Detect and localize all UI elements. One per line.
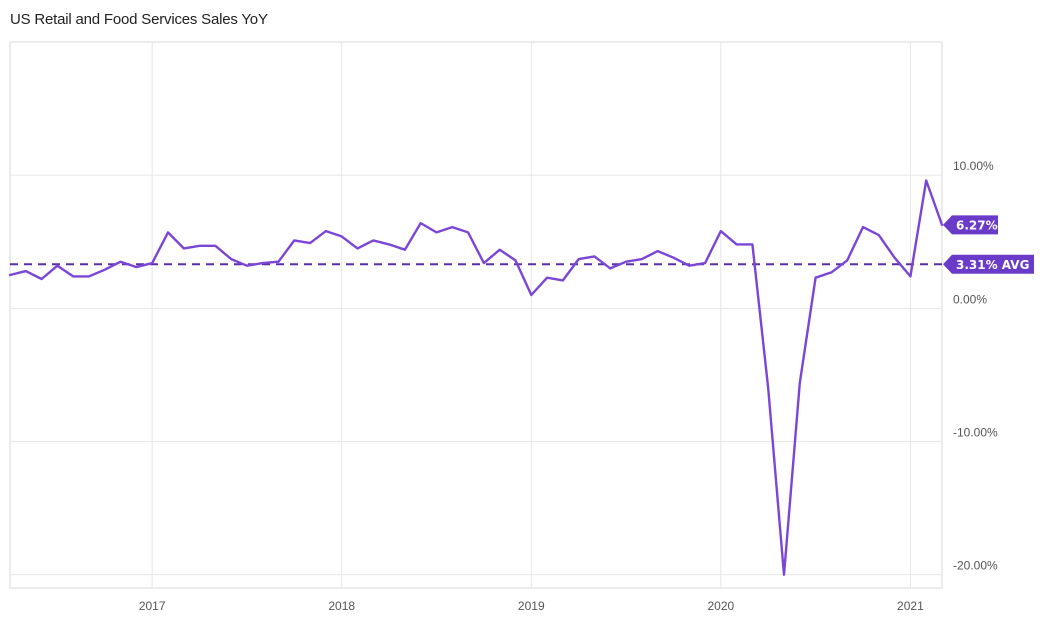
y-tick-label-3: -20.00%: [953, 559, 998, 573]
average-badge: 3.31% AVG: [943, 254, 1034, 274]
y-tick-label-1: 0.00%: [953, 292, 987, 306]
series-line: [8, 179, 944, 576]
y-tick-label-2: -10.00%: [953, 426, 998, 440]
x-tick-label-4: 2021: [897, 599, 924, 613]
average-badge-shape: [943, 254, 1034, 274]
x-tick-label-0: 2017: [139, 599, 166, 613]
plot-frame: [9, 41, 943, 589]
last-value-badge-text: 6.27%: [956, 218, 998, 232]
label-layer: 2017 2018 2019 2020 2021 10.00% 0.00% -10.00% -2…: [139, 159, 1034, 613]
average-badge-text: 3.31% AVG: [956, 258, 1029, 272]
chart-title: US Retail and Food Services Sales YoY: [10, 11, 268, 28]
x-tick-label-3: 2020: [707, 599, 734, 613]
x-tick-label-1: 2018: [328, 599, 355, 613]
y-tick-label-0: 10.00%: [953, 159, 994, 173]
last-value-badge: 6.27%: [943, 215, 998, 235]
x-tick-label-2: 2019: [518, 599, 545, 613]
last-value-badge-shape: [943, 215, 998, 235]
series-layer: [8, 179, 944, 576]
grid-layer: [9, 41, 943, 589]
